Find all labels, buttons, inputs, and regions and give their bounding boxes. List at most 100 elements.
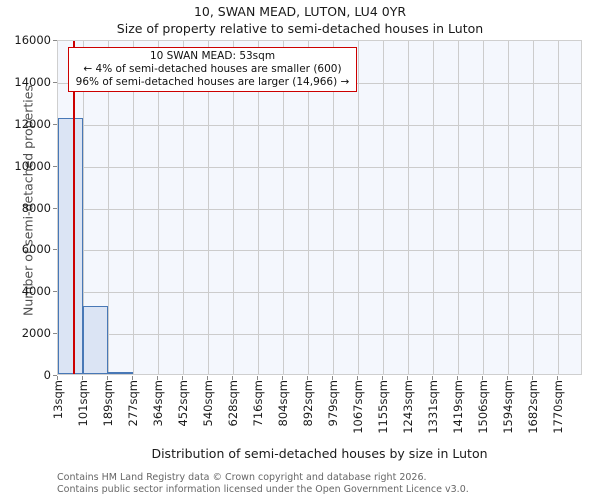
x-axis-tick-mark bbox=[182, 376, 183, 380]
y-axis-tick-mark bbox=[53, 81, 57, 83]
x-axis-tick-mark bbox=[232, 376, 233, 380]
chart-title: 10, SWAN MEAD, LUTON, LU4 0YR bbox=[193, 4, 407, 19]
x-axis-tick-mark bbox=[257, 376, 258, 380]
gridline-vertical bbox=[208, 41, 209, 374]
annotation-line-2: ← 4% of semi-detached houses are smaller… bbox=[83, 62, 342, 75]
x-axis-tick-label: 716sqm bbox=[251, 380, 265, 427]
x-axis-tick-mark bbox=[307, 376, 308, 380]
y-axis-tick-mark bbox=[53, 375, 57, 376]
plot-area: 10 SWAN MEAD: 53sqm ← 4% of semi-detache… bbox=[57, 40, 582, 375]
x-axis-tick-label: 628sqm bbox=[226, 380, 240, 427]
x-axis-tick-mark bbox=[132, 376, 133, 380]
gridline-vertical bbox=[483, 41, 484, 374]
x-axis-tick-mark bbox=[107, 376, 108, 380]
y-axis-tick-label: 2000 bbox=[21, 326, 51, 341]
bar bbox=[108, 371, 133, 374]
footer-attribution: Contains HM Land Registry data © Crown c… bbox=[57, 472, 469, 496]
x-axis-tick-label: 892sqm bbox=[301, 380, 315, 427]
x-axis-tick-label: 979sqm bbox=[326, 380, 340, 427]
x-axis-tick-label: 189sqm bbox=[101, 380, 115, 427]
gridline-vertical bbox=[408, 41, 409, 374]
x-axis-tick-label: 804sqm bbox=[276, 380, 290, 427]
gridline-horizontal bbox=[58, 292, 581, 294]
gridline-vertical bbox=[458, 41, 459, 374]
x-axis-tick-label: 1682sqm bbox=[526, 380, 540, 434]
gridline-horizontal bbox=[58, 166, 581, 168]
x-axis-tick-label: 1594sqm bbox=[501, 380, 515, 434]
x-axis-tick-mark bbox=[157, 376, 158, 380]
bar bbox=[58, 117, 83, 374]
x-axis-tick-mark bbox=[332, 376, 333, 380]
x-axis-tick-label: 101sqm bbox=[76, 380, 90, 427]
x-axis-tick-mark bbox=[432, 376, 433, 380]
y-axis-tick-mark bbox=[53, 165, 57, 167]
x-axis-tick-mark bbox=[482, 376, 483, 380]
gridline-vertical bbox=[133, 41, 134, 374]
annotation-box: 10 SWAN MEAD: 53sqm ← 4% of semi-detache… bbox=[68, 47, 357, 93]
y-axis-tick-label: 14000 bbox=[14, 74, 51, 89]
gridline-vertical bbox=[108, 41, 109, 374]
x-axis-tick-label: 540sqm bbox=[201, 380, 215, 427]
y-axis-tick-mark bbox=[53, 249, 57, 251]
gridline-vertical bbox=[558, 41, 559, 374]
chart-subtitle: Size of property relative to semi-detach… bbox=[116, 21, 484, 36]
annotation-line-3: 96% of semi-detached houses are larger (… bbox=[75, 75, 350, 88]
x-axis-tick-label: 452sqm bbox=[176, 380, 190, 427]
gridline-vertical bbox=[83, 41, 84, 374]
y-axis-tick-mark bbox=[53, 291, 57, 293]
gridline-vertical bbox=[508, 41, 509, 374]
x-axis-tick-mark bbox=[207, 376, 208, 380]
gridline-vertical bbox=[158, 41, 159, 374]
x-axis-tick-label: 1155sqm bbox=[376, 380, 390, 434]
x-axis-tick-label: 1331sqm bbox=[426, 380, 440, 434]
y-axis-tick-mark bbox=[53, 40, 57, 41]
y-axis-tick-label: 10000 bbox=[14, 158, 51, 173]
gridline-horizontal bbox=[58, 124, 581, 126]
x-axis-tick-mark bbox=[357, 376, 358, 380]
x-axis-tick-label: 364sqm bbox=[151, 380, 165, 427]
gridline-vertical bbox=[233, 41, 234, 374]
x-axis-tick-label: 1770sqm bbox=[551, 380, 565, 434]
x-axis-tick-mark bbox=[382, 376, 383, 380]
gridline-vertical bbox=[433, 41, 434, 374]
x-axis-tick-label: 1243sqm bbox=[401, 380, 415, 434]
y-axis-tick-mark bbox=[53, 333, 57, 335]
x-axis-tick-mark bbox=[507, 376, 508, 380]
property-marker-line bbox=[72, 41, 75, 374]
x-axis-tick-mark bbox=[282, 376, 283, 380]
x-axis-tick-label: 1067sqm bbox=[351, 380, 365, 434]
x-axis-tick-mark bbox=[557, 376, 558, 380]
gridline-vertical bbox=[183, 41, 184, 374]
y-axis-tick-label: 6000 bbox=[21, 242, 51, 257]
gridline-vertical bbox=[358, 41, 359, 374]
x-axis-tick-label: 277sqm bbox=[126, 380, 140, 427]
gridline-vertical bbox=[383, 41, 384, 374]
x-axis-label: Distribution of semi-detached houses by … bbox=[151, 446, 488, 461]
y-axis-tick-label: 8000 bbox=[21, 200, 51, 215]
y-axis-tick-label: 4000 bbox=[21, 284, 51, 299]
gridline-horizontal bbox=[58, 208, 581, 210]
gridline-horizontal bbox=[58, 334, 581, 336]
footer-line-2: Contains public sector information licen… bbox=[57, 483, 469, 495]
x-axis-tick-mark bbox=[457, 376, 458, 380]
x-axis-tick-mark bbox=[532, 376, 533, 380]
y-axis-tick-mark bbox=[53, 207, 57, 209]
annotation-line-1: 10 SWAN MEAD: 53sqm bbox=[149, 50, 276, 62]
y-axis-tick-label: 16000 bbox=[14, 33, 51, 47]
bar bbox=[83, 305, 108, 374]
gridline-horizontal bbox=[58, 250, 581, 252]
x-axis-tick-label: 1419sqm bbox=[451, 380, 465, 434]
gridline-vertical bbox=[308, 41, 309, 374]
y-axis-tick-label: 12000 bbox=[14, 116, 51, 131]
y-axis-tick-mark bbox=[53, 123, 57, 125]
x-axis-tick-mark bbox=[57, 376, 58, 380]
gridline-vertical bbox=[283, 41, 284, 374]
x-axis-tick-label: 1506sqm bbox=[476, 380, 490, 434]
x-axis-tick-label: 13sqm bbox=[51, 380, 65, 420]
y-axis-tick-label: 0 bbox=[43, 368, 51, 382]
x-axis-tick-mark bbox=[82, 376, 83, 380]
x-axis-tick-mark bbox=[407, 376, 408, 380]
gridline-vertical bbox=[333, 41, 334, 374]
gridline-vertical bbox=[258, 41, 259, 374]
